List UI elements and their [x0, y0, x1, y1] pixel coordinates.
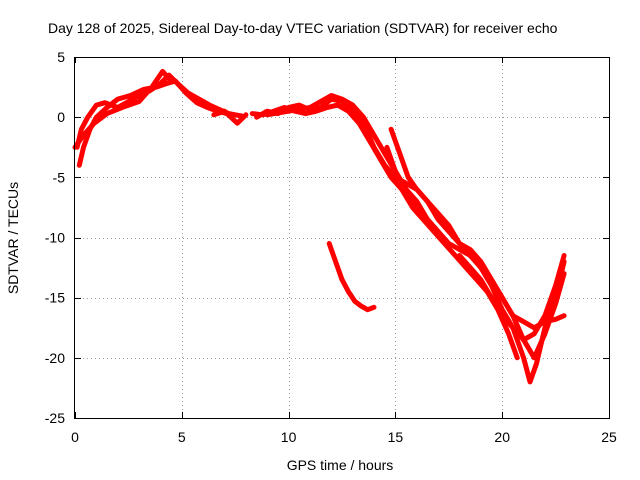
- x-tick-label: 25: [601, 429, 617, 445]
- series-trace-2: [76, 78, 230, 168]
- series-trace-4: [211, 108, 249, 126]
- x-tick-label: 15: [388, 429, 404, 445]
- series-trace-5: [249, 102, 520, 361]
- y-tick-label: -15: [45, 290, 65, 306]
- x-tick-label: 10: [281, 429, 297, 445]
- y-tick-label: -20: [45, 350, 65, 366]
- series-trace-6: [254, 96, 567, 331]
- x-tick-label: 5: [178, 429, 186, 445]
- y-tick-label: 5: [57, 49, 65, 65]
- x-tick-label: 0: [71, 429, 79, 445]
- y-tick-label: -10: [45, 230, 65, 246]
- y-axis-title: SDTVAR / TECUs: [5, 182, 21, 294]
- x-axis-title: GPS time / hours: [287, 457, 394, 473]
- chart-title: Day 128 of 2025, Sidereal Day-to-day VTE…: [48, 20, 558, 36]
- y-tick-label: 0: [57, 109, 65, 125]
- series-trace-3: [72, 68, 174, 150]
- series-trace-9: [384, 144, 441, 234]
- y-tick-label: -5: [53, 169, 66, 185]
- axis-layer: 0 5 10 15 20 25 5 0 -5 -10 -15 -20 -25: [45, 49, 617, 445]
- series-layer: [72, 68, 567, 385]
- grid-layer: [75, 57, 609, 418]
- series-trace-7: [264, 93, 567, 343]
- series-trace-10: [457, 253, 567, 385]
- y-tick-label: -25: [45, 410, 65, 426]
- series-trace-11: [326, 241, 377, 313]
- series-trace-8: [388, 126, 567, 361]
- plot-frame: [74, 57, 610, 419]
- x-tick-label: 20: [494, 429, 510, 445]
